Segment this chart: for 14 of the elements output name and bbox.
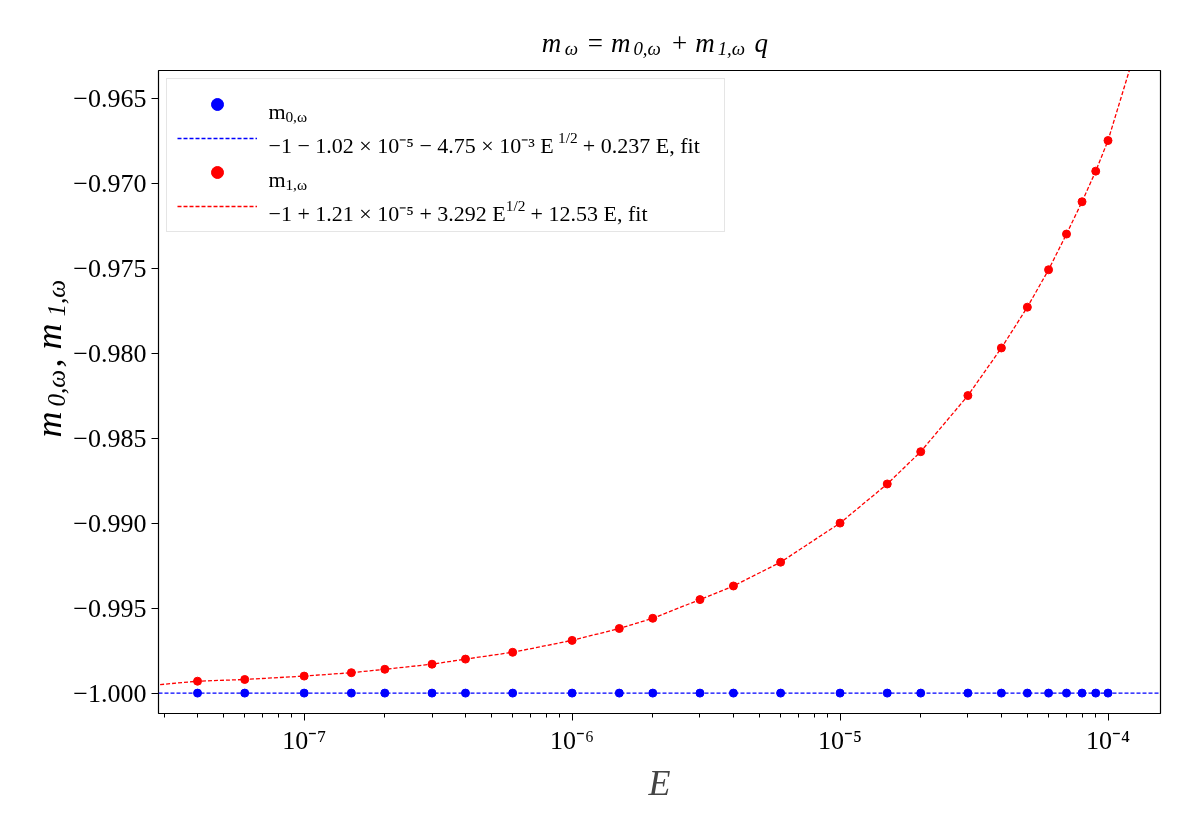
x-tick-label: 10⁻⁶ — [550, 725, 595, 755]
y-tick-label: −0.975 — [73, 253, 147, 283]
y-tick-label: −0.985 — [73, 423, 147, 453]
y-tick-label: −0.980 — [73, 338, 147, 368]
y-tick-label: −0.970 — [73, 168, 147, 198]
x-tick-label: 10⁻⁷ — [282, 725, 327, 755]
y-tick-label: −0.990 — [73, 508, 147, 538]
x-tick-label: 10⁻⁴ — [1085, 725, 1131, 755]
y-tick-label: −0.965 — [73, 83, 147, 113]
x-tick-label: 10⁻⁵ — [818, 725, 863, 755]
y-tick-label: −1.000 — [73, 678, 147, 708]
y-axis-title: m0,ω, m1,ω — [28, 279, 70, 438]
y-tick-label: −0.995 — [73, 593, 147, 623]
x-axis-title: E — [647, 762, 671, 803]
